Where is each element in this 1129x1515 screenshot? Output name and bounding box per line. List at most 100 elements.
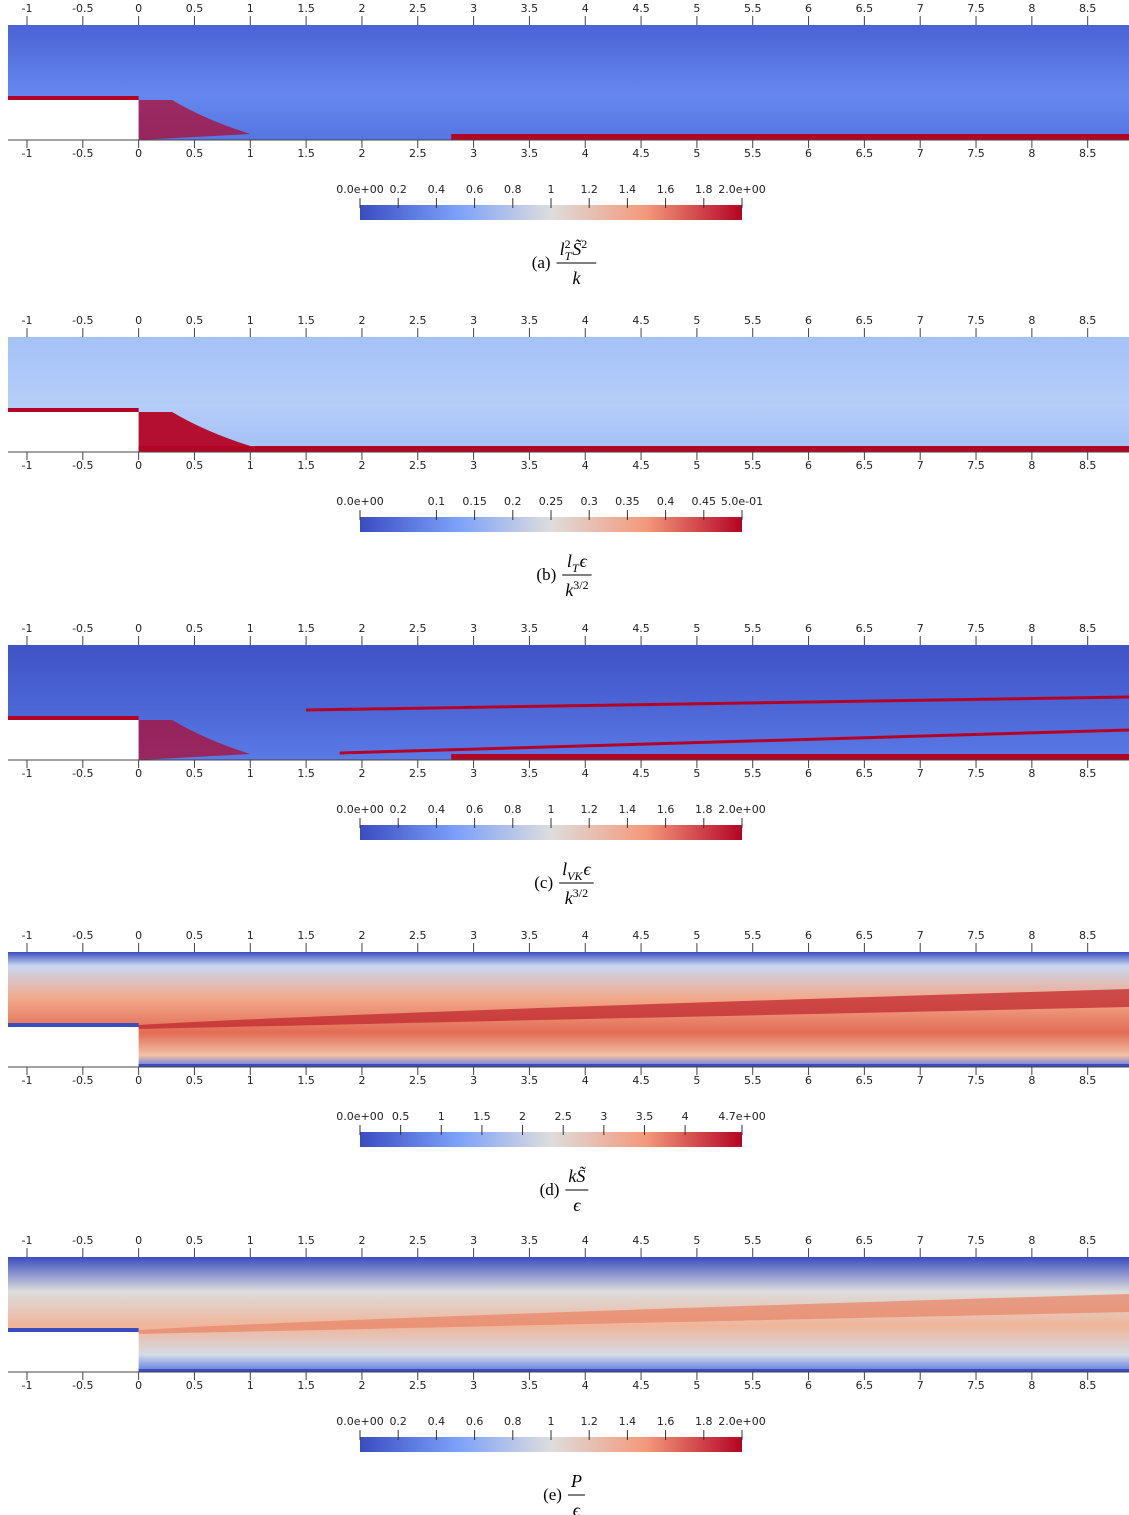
colorbar-tick-label: 2.0e+00 [718,183,765,196]
colorbar-tick-label: 0.8 [504,803,522,816]
colorbar-tick-label: 0.4 [657,495,675,508]
x-tick-label: 4 [582,622,589,635]
x-tick-label: 3 [470,459,477,472]
x-tick-label: -1 [21,929,32,942]
colorbar-tick-label: 1.2 [580,183,598,196]
x-tick-label: 8.5 [1079,314,1097,327]
x-tick-label: 7.5 [967,1074,985,1087]
x-tick-label: 2.5 [409,767,427,780]
x-tick-label: 6 [805,767,812,780]
colorbar-tick-label: 0.6 [466,803,484,816]
math-sub: T [572,561,580,575]
x-tick-label: 6 [805,929,812,942]
x-tick-label: 5 [693,622,700,635]
x-tick-label: 3.5 [521,1379,539,1392]
x-tick-label: 3 [470,622,477,635]
x-tick-label: 4.5 [632,1074,650,1087]
x-tick-label: 6.5 [856,1234,874,1247]
bottom-wall-layer [451,754,1129,760]
x-tick-label: 0.5 [186,459,204,472]
x-tick-label: -1 [21,1234,32,1247]
x-tick-label: 2.5 [409,314,427,327]
math-symbol: k [565,580,574,600]
colorbar-tick-label: 0.1 [428,495,446,508]
x-tick-label: 7 [917,1074,924,1087]
x-tick-label: 2 [358,314,365,327]
colorbar-tick-label: 0.3 [580,495,598,508]
colorbar-tick-label: 0.0e+00 [336,495,383,508]
x-tick-label: -1 [21,147,32,160]
x-tick-label: 8 [1028,622,1035,635]
x-tick-label: 6 [805,459,812,472]
x-tick-label: -0.5 [72,2,93,15]
colorbar-tick-label: 0.0e+00 [336,1110,383,1123]
x-tick-label: 1.5 [297,1074,315,1087]
colorbar-tick-label: 0.2 [389,803,407,816]
x-tick-label: 2.5 [409,1234,427,1247]
caption-label: (a) [532,253,551,272]
colorbar-tick-label: 1 [438,1110,445,1123]
x-tick-label: 7 [917,147,924,160]
x-tick-label: 1 [247,147,254,160]
x-tick-label: 0.5 [186,1074,204,1087]
colorbar-tick-label: 0.25 [539,495,564,508]
colorbar [360,517,742,532]
x-tick-label: 2.5 [409,622,427,635]
x-tick-label: 5.5 [744,1379,762,1392]
x-tick-label: 5 [693,2,700,15]
x-tick-label: 3 [470,1234,477,1247]
x-tick-label: 4 [582,929,589,942]
x-tick-label: 5.5 [744,147,762,160]
colorbar-tick-label: 1 [548,183,555,196]
x-tick-label: 2 [358,622,365,635]
x-tick-label: 3 [470,147,477,160]
x-tick-label: 1 [247,2,254,15]
colorbar-tick-label: 1.6 [657,1415,675,1428]
x-tick-label: 2 [358,2,365,15]
x-tick-label: 1 [247,1234,254,1247]
x-tick-label: 7 [917,1234,924,1247]
x-tick-label: 0 [135,767,142,780]
math-numerator: lT ϵ [567,551,588,575]
x-tick-label: 7 [917,622,924,635]
x-tick-label: 8 [1028,1234,1035,1247]
math-denominator: k [572,268,581,288]
colorbar-tick-label: 3.5 [636,1110,654,1123]
x-tick-label: 8 [1028,459,1035,472]
x-tick-label: 7.5 [967,1379,985,1392]
colorbar-tick-label: 0.2 [504,495,522,508]
math-symbol: l [567,551,572,571]
x-tick-label: 2.5 [409,2,427,15]
x-tick-label: 4 [582,1379,589,1392]
colorbar [360,205,742,220]
math-symbol: ϵ [573,1500,581,1515]
x-tick-label: 2 [358,1234,365,1247]
x-tick-label: 7.5 [967,314,985,327]
x-tick-label: 3.5 [521,147,539,160]
colorbar [360,825,742,840]
x-tick-label: 5.5 [744,767,762,780]
colorbar-tick-label: 0.4 [428,183,446,196]
math-sub: T [565,249,573,263]
colorbar-tick-label: 0.4 [428,1415,446,1428]
x-tick-label: -1 [21,767,32,780]
caption-label: (b) [536,565,556,584]
colorbar-tick-label: 5.0e-01 [721,495,763,508]
x-tick-label: 8 [1028,1379,1035,1392]
x-tick-label: -1 [21,1379,32,1392]
colorbar-tick-label: 1 [548,1415,555,1428]
x-tick-label: 8.5 [1079,1234,1097,1247]
colorbar [360,1437,742,1452]
colorbar-tick-label: 0.15 [462,495,487,508]
step-edge [8,716,139,720]
x-tick-label: 6.5 [856,2,874,15]
x-tick-label: 2 [358,767,365,780]
math-symbol: ϵ [573,1195,581,1215]
math-symbol: k [565,888,574,908]
recirculation [138,412,251,452]
colorbar-tick-label: 0.4 [428,803,446,816]
x-tick-label: 1.5 [297,622,315,635]
colorbar-tick-label: 1.5 [473,1110,491,1123]
x-tick-label: 2.5 [409,929,427,942]
x-tick-label: 0.5 [186,2,204,15]
